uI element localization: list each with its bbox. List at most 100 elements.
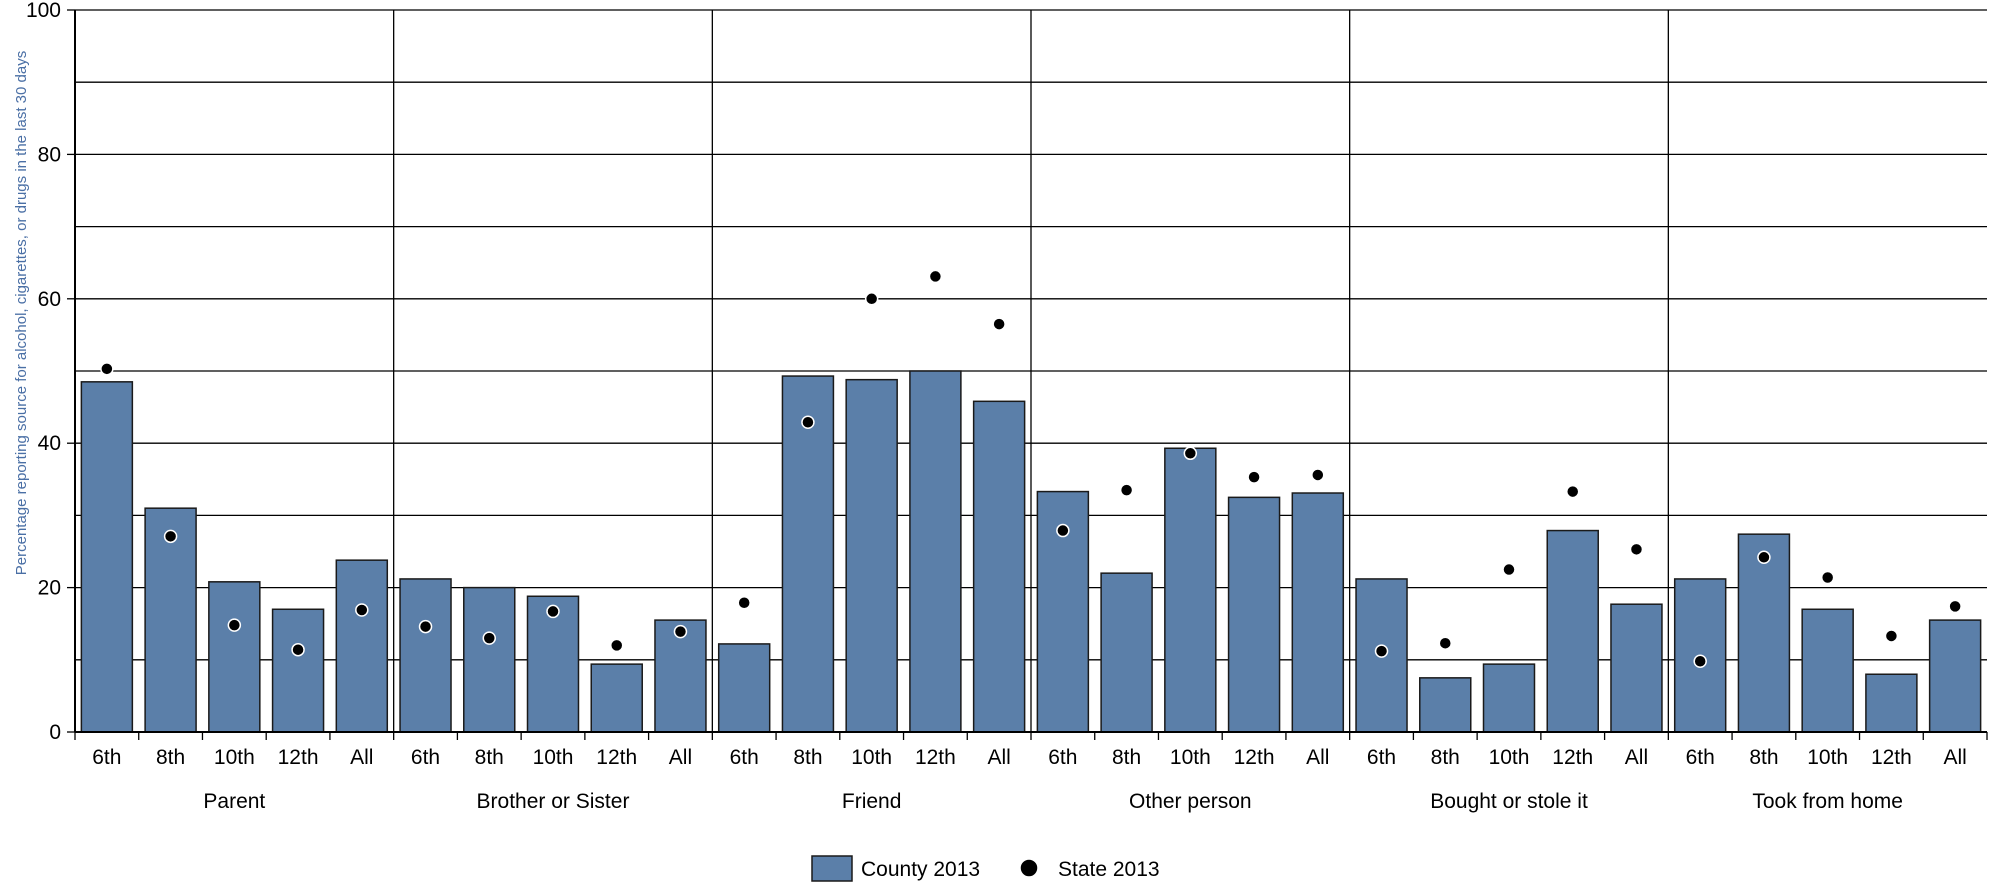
x-tick-label: 6th [730, 746, 759, 769]
gridlines [75, 9, 1987, 732]
state-point [673, 624, 688, 639]
x-tick-label: 10th [1170, 746, 1211, 769]
state-point [1565, 484, 1580, 499]
x-tick-label: 12th [1552, 746, 1593, 769]
legend-label-state: State 2013 [1058, 858, 1160, 881]
county-bar [1801, 608, 1854, 733]
state-point [992, 317, 1006, 331]
x-tick-label: 12th [596, 746, 637, 769]
x-tick-label: 12th [278, 746, 319, 769]
county-bar [845, 378, 898, 733]
county-bar [208, 581, 261, 733]
state-point [1502, 562, 1516, 577]
legend: County 2013 State 2013 [811, 855, 1160, 882]
state-point [291, 642, 305, 657]
y-axis-title: Percentage reporting source for alcohol,… [13, 51, 30, 575]
state-point [864, 292, 879, 306]
group-label: Friend [842, 790, 902, 813]
state-point [1757, 550, 1771, 565]
county-bar [1928, 619, 1982, 733]
x-tick-label: 12th [1871, 746, 1912, 769]
state-point [737, 596, 751, 610]
state-point [1311, 468, 1325, 482]
x-tick-label: 12th [915, 746, 956, 769]
county-bar [717, 643, 771, 733]
county-bar [1100, 572, 1153, 733]
axes [67, 9, 1988, 740]
county-bar [1610, 603, 1663, 733]
x-tick-label: 10th [533, 746, 574, 769]
x-tick-label: 6th [92, 746, 121, 769]
county-bar [972, 400, 1026, 733]
county-bar [590, 663, 643, 733]
x-tick-label: 8th [793, 746, 822, 769]
county-bar [399, 578, 452, 733]
y-tick-label: 60 [38, 288, 61, 311]
county-bar [654, 619, 707, 733]
x-tick-label: 10th [1807, 746, 1848, 769]
y-tick-label: 100 [26, 0, 61, 22]
state-point [163, 529, 178, 544]
state-point [227, 618, 242, 632]
y-tick-label: 40 [38, 432, 61, 455]
county-bar [1164, 447, 1217, 733]
state-point [355, 603, 369, 617]
county-bar [144, 507, 197, 733]
x-tick-label: 12th [1234, 746, 1275, 769]
group-label: Parent [203, 790, 265, 813]
group-label: Bought or stole it [1430, 790, 1588, 813]
county-bar [781, 375, 835, 733]
county-bar [909, 370, 962, 733]
state-point [609, 638, 624, 653]
state-point [1884, 629, 1899, 643]
state-point [1247, 470, 1261, 484]
state-point [546, 604, 560, 619]
y-tick-label: 80 [38, 143, 61, 166]
x-tick-label: 8th [156, 746, 185, 769]
x-tick-label: All [1625, 746, 1648, 769]
legend-swatch-state [1019, 858, 1039, 878]
x-tick-label: 10th [214, 746, 255, 769]
county-bar [1865, 673, 1918, 733]
group-label: Brother or Sister [477, 790, 630, 813]
state-point [418, 619, 433, 634]
x-tick-label: 8th [475, 746, 504, 769]
state-point [1629, 542, 1644, 557]
state-point [1056, 523, 1070, 538]
county-bar [463, 586, 516, 733]
state-point [1820, 570, 1835, 585]
axis-labels: 6th 8th 10th 12th All Parent 6th 8th 10th 12th All… [13, 0, 1967, 813]
legend-label-county: County 2013 [861, 858, 980, 881]
state-point [801, 415, 815, 430]
state-point [1119, 483, 1134, 497]
x-tick-label: 6th [1367, 746, 1396, 769]
county-bar [335, 559, 389, 733]
x-tick-label: 6th [1686, 746, 1715, 769]
legend-swatch-county [811, 855, 853, 882]
state-point [1438, 636, 1453, 650]
x-tick-label: 6th [411, 746, 440, 769]
county-bar [271, 608, 325, 733]
x-tick-label: 6th [1048, 746, 1077, 769]
y-tick-label: 20 [38, 577, 61, 600]
group-label: Other person [1129, 790, 1252, 813]
county-bar [526, 595, 580, 733]
x-tick-label: 10th [851, 746, 892, 769]
county-bar [80, 381, 134, 733]
y-tick-label: 0 [49, 721, 61, 744]
x-tick-label: All [1306, 746, 1329, 769]
county-bar [1482, 663, 1536, 733]
county-bar [1419, 677, 1472, 733]
x-tick-label: 10th [1489, 746, 1530, 769]
state-points [100, 269, 1962, 668]
x-tick-label: All [669, 746, 692, 769]
state-point [928, 269, 943, 284]
state-point [1374, 644, 1389, 658]
x-tick-label: 8th [1431, 746, 1460, 769]
x-tick-label: 8th [1112, 746, 1141, 769]
x-tick-label: 8th [1749, 746, 1778, 769]
state-point [482, 631, 497, 645]
state-point [1693, 654, 1707, 668]
county-bar [1737, 533, 1791, 733]
